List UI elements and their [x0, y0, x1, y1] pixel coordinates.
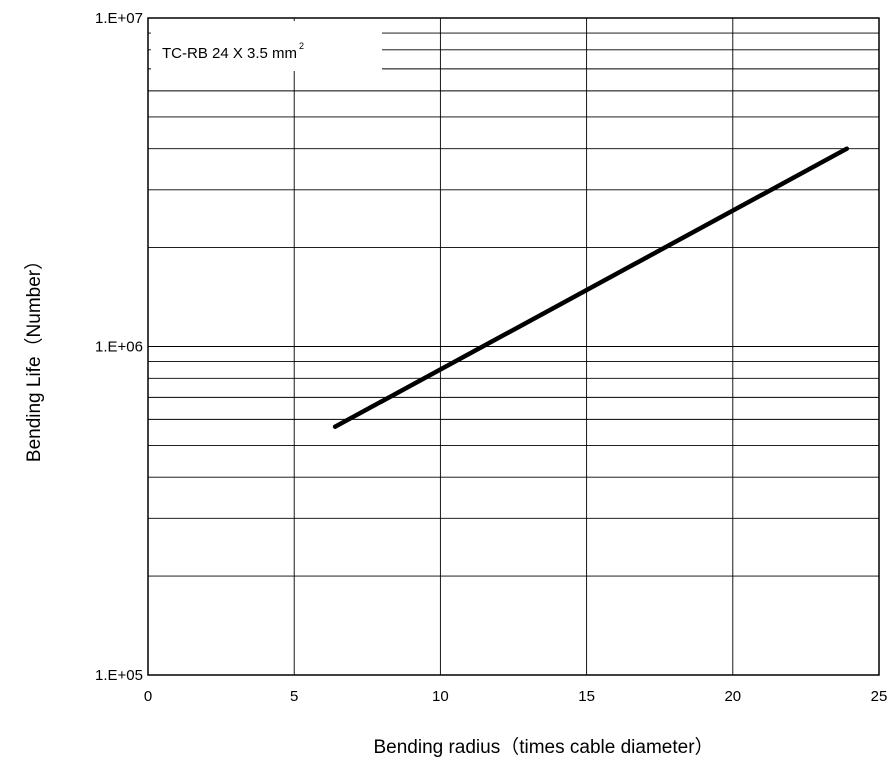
y-axis-title: Bending Life（Number）: [23, 251, 45, 462]
grid: [148, 18, 879, 675]
legend-background: [151, 21, 382, 71]
x-tick-label: 0: [144, 688, 152, 705]
x-tick-label: 15: [578, 688, 595, 705]
x-tick-label: 20: [724, 688, 741, 705]
x-tick-label: 25: [871, 688, 888, 705]
legend-box: TC-RB 24 X 3.5 mm 2: [151, 21, 382, 71]
series-line-0: [332, 146, 850, 429]
series-layer: [332, 146, 850, 429]
y-tick-label: 1.E+05: [95, 667, 143, 684]
legend-label: TC-RB 24 X 3.5 mm 2: [162, 41, 304, 62]
x-tick-label: 10: [432, 688, 449, 705]
legend-label-text: TC-RB 24 X 3.5 mm: [162, 45, 297, 62]
x-axis-title: Bending radius（times cable diameter）: [373, 736, 713, 758]
tick-labels: 0 5 10 15 20 25 1.E+05 1.E+06 1.E+07: [95, 10, 887, 705]
plot-area-frame: [147, 17, 880, 676]
y-tick-label: 1.E+06: [95, 339, 143, 356]
x-tick-label: 5: [290, 688, 298, 705]
legend-label-superscript: 2: [299, 41, 304, 51]
y-tick-label: 1.E+07: [95, 10, 143, 27]
